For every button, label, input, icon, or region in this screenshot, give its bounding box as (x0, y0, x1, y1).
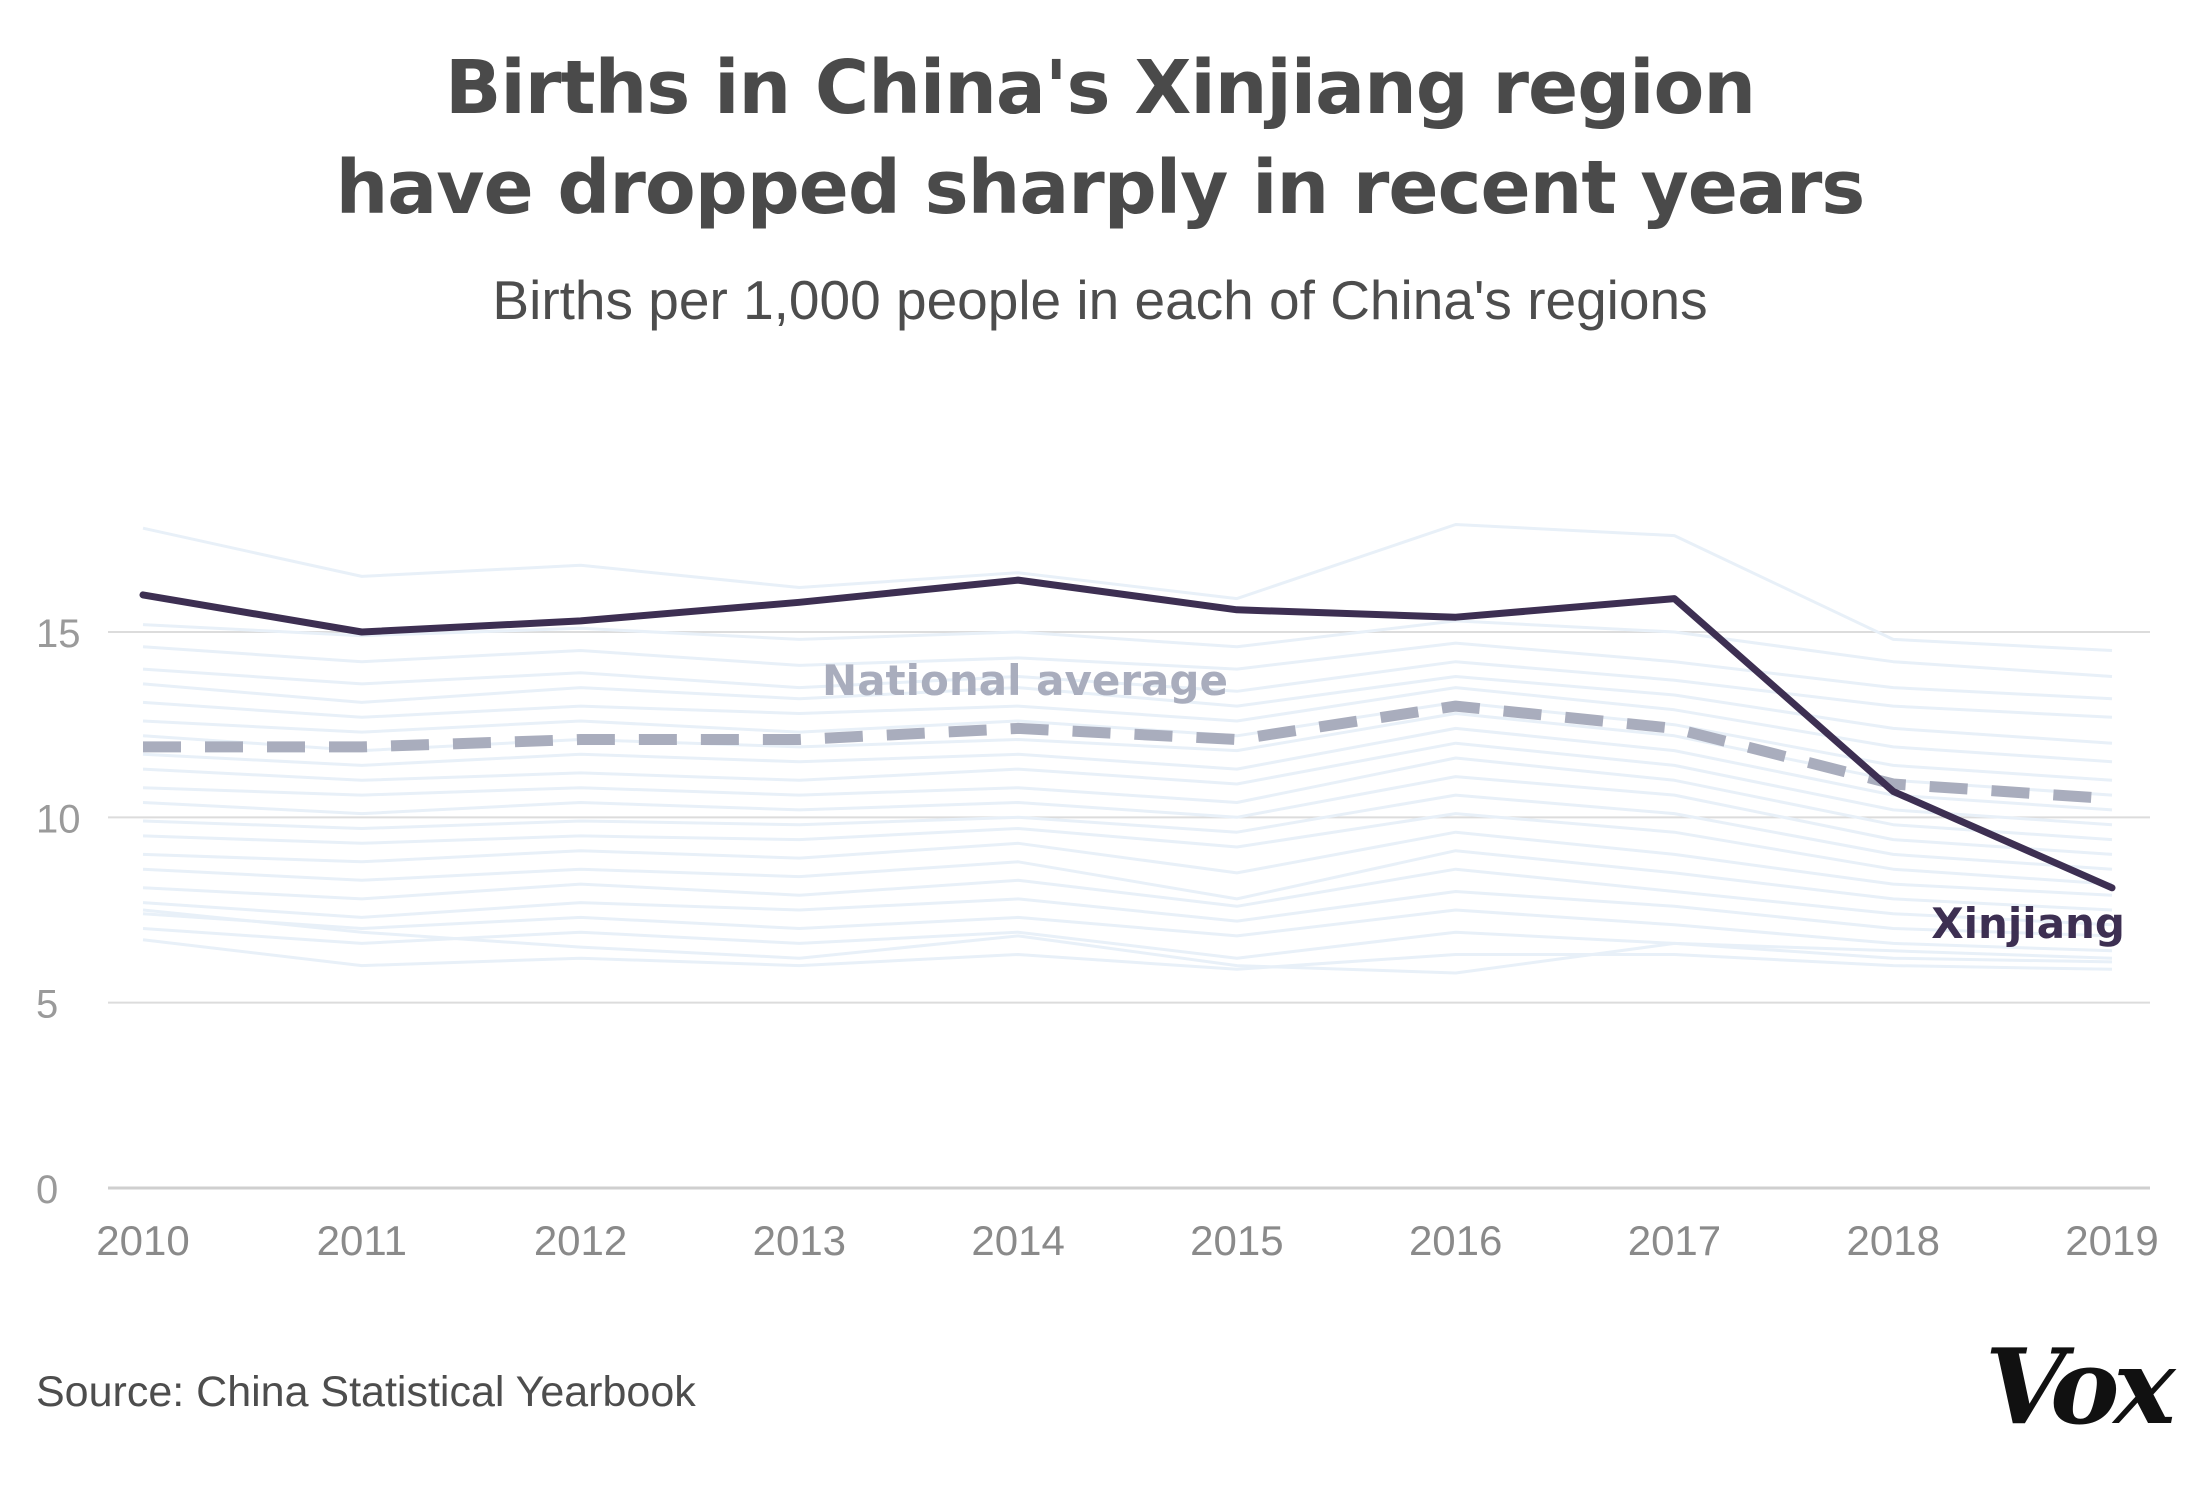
region-line (142, 849, 2113, 912)
region-line (142, 908, 2113, 953)
region-line (142, 523, 2113, 652)
chart-title-line-2: have dropped sharply in recent years (335, 145, 1866, 231)
chart-title-line-1: Births in China's Xinjiang region (444, 45, 1756, 131)
x-tick-label: 2015 (1190, 1217, 1283, 1264)
x-tick-label: 2016 (1409, 1217, 1502, 1264)
region-line (142, 756, 2113, 842)
x-tick-label: 2010 (96, 1217, 189, 1264)
region-line (142, 830, 2113, 897)
region-line (142, 741, 2113, 827)
x-tick-label: 2017 (1628, 1217, 1721, 1264)
region-line (142, 927, 2113, 964)
region-line (142, 619, 2113, 678)
x-tick-label: 2018 (1847, 1217, 1940, 1264)
y-tick-label: 5 (36, 983, 58, 1027)
region-line (142, 641, 2113, 701)
x-tick-label: 2019 (2065, 1217, 2158, 1264)
regional-lines (142, 523, 2113, 975)
region-line (142, 726, 2113, 812)
region-line (142, 700, 2113, 782)
national-average-label: National average (822, 656, 1228, 705)
xinjiang-label: Xinjiang (1931, 899, 2125, 948)
x-tick-label: 2012 (534, 1217, 627, 1264)
region-line (142, 890, 2113, 938)
vox-logo: Vox (1985, 1325, 2175, 1448)
region-line (142, 675, 2113, 745)
y-tick-label: 15 (36, 612, 81, 656)
region-line (142, 938, 2113, 971)
xinjiang-line (139, 576, 2116, 892)
source-note: Source: China Statistical Yearbook (36, 1368, 696, 1416)
region-line (142, 686, 2113, 764)
highlighted-series (139, 576, 2116, 892)
x-tick-label: 2014 (971, 1217, 1064, 1264)
region-line (142, 812, 2113, 886)
national-average-line (143, 700, 2113, 805)
chart-subtitle: Births per 1,000 people in each of China… (492, 269, 1708, 331)
region-line (142, 867, 2113, 927)
x-tick-label: 2011 (317, 1217, 407, 1264)
axis-and-series-labels: 0 5 10 15 2010 2011 2012 2013 2014 2015 2016 2017 20… (36, 612, 2159, 1264)
y-tick-label: 10 (36, 797, 81, 841)
y-tick-label: 0 (36, 1168, 58, 1212)
region-line (142, 793, 2113, 871)
region-line (142, 775, 2113, 856)
line-chart: 0 5 10 15 2010 2011 2012 2013 2014 2015 2016 2017 20… (36, 523, 2159, 1264)
region-line (142, 908, 2113, 975)
x-tick-label: 2013 (753, 1217, 846, 1264)
chart-title: Births in China's Xinjiang region have d… (0, 38, 2200, 238)
